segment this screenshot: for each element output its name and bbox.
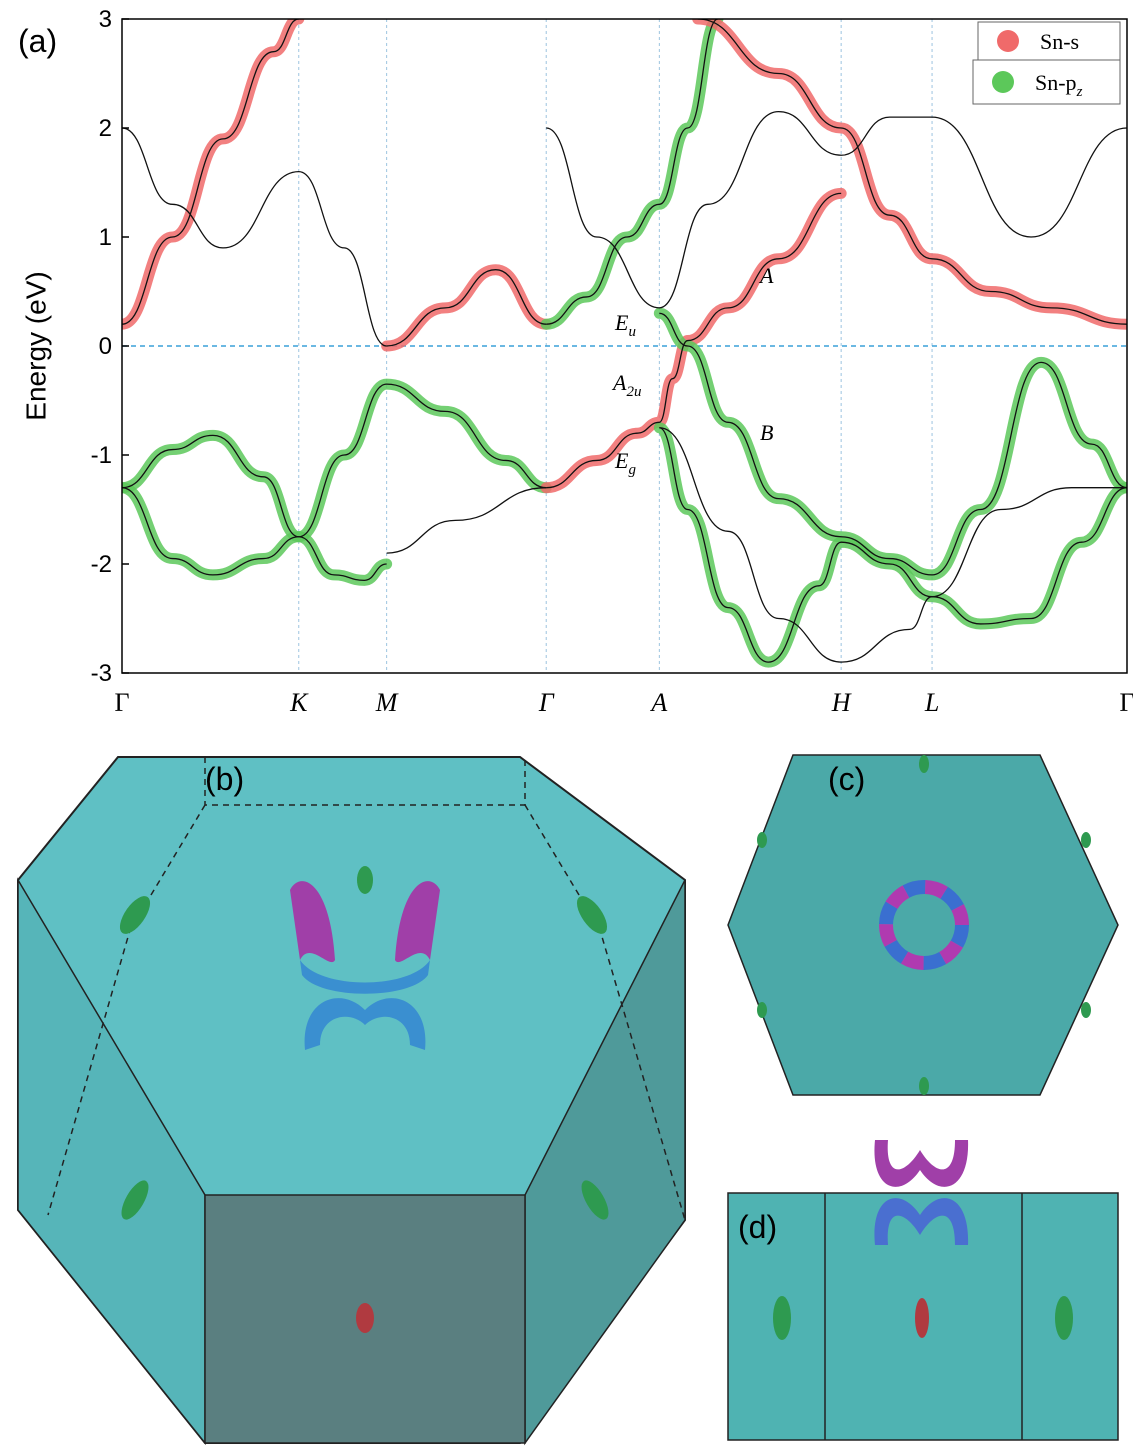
annotation-text: A bbox=[611, 370, 627, 395]
y-tick-label: 3 bbox=[99, 6, 112, 33]
band bbox=[122, 19, 299, 325]
annotation: A2u bbox=[611, 370, 641, 400]
legend-sub: z bbox=[1076, 84, 1083, 100]
fermi-pocket bbox=[119, 896, 151, 934]
fermi-pocket bbox=[357, 866, 373, 894]
annotation: A bbox=[758, 263, 774, 288]
band bbox=[546, 19, 719, 325]
brillouin-zone-side: (d) bbox=[727, 1140, 1119, 1441]
projected-band bbox=[653, 422, 1127, 668]
y-tick-label: 1 bbox=[99, 224, 112, 251]
annotation-text: A bbox=[758, 263, 774, 288]
x-tick-label: K bbox=[289, 688, 309, 717]
y-tick-label: 2 bbox=[99, 115, 112, 142]
projected-band bbox=[122, 378, 552, 581]
x-tick-label: H bbox=[831, 688, 852, 717]
band bbox=[697, 19, 1127, 325]
annotation-sub: u bbox=[628, 324, 636, 340]
fermi-pocket bbox=[121, 1180, 149, 1220]
fermi-pocket bbox=[874, 1140, 969, 1187]
panel-label: (b) bbox=[205, 761, 244, 797]
hexagon bbox=[727, 754, 1119, 1096]
fermi-pocket bbox=[919, 1077, 929, 1095]
fermi-pocket bbox=[290, 881, 335, 963]
y-tick-label: -3 bbox=[91, 660, 112, 687]
x-tick-label: Γ bbox=[538, 688, 555, 717]
fermi-pocket bbox=[304, 998, 426, 1050]
legend-label: Sn-s bbox=[1040, 29, 1079, 54]
panel-label: (d) bbox=[738, 1209, 777, 1245]
panel-label: (c) bbox=[828, 761, 865, 797]
x-tick-label: Γ bbox=[114, 688, 129, 717]
fermi-pocket bbox=[581, 1180, 609, 1220]
x-tick-label: L bbox=[924, 688, 939, 717]
fermi-pocket bbox=[1081, 832, 1091, 848]
band bbox=[659, 427, 1127, 663]
band bbox=[659, 312, 1127, 576]
annotation-text: E bbox=[614, 310, 629, 335]
fermi-pocket bbox=[757, 832, 767, 848]
projected-band bbox=[381, 264, 552, 352]
band bbox=[386, 487, 547, 554]
panel-label: (a) bbox=[18, 23, 57, 59]
plot-area bbox=[122, 19, 1127, 673]
fermi-pocket bbox=[757, 1002, 767, 1018]
band bbox=[122, 127, 387, 347]
band bbox=[122, 383, 547, 576]
projected-band bbox=[540, 187, 847, 494]
annotation: Eu bbox=[614, 310, 636, 340]
legend-text: Sn-s bbox=[1040, 29, 1079, 54]
y-axis-label: Energy (eV) bbox=[20, 271, 51, 420]
annotation-text: E bbox=[614, 448, 629, 473]
legend-text: Sn-p bbox=[1035, 70, 1077, 95]
band bbox=[659, 427, 1127, 663]
y-tick-label: -1 bbox=[91, 442, 112, 469]
projected-band bbox=[540, 19, 724, 330]
fermi-pocket bbox=[300, 960, 430, 994]
legend-marker bbox=[997, 30, 1019, 52]
fermi-pocket bbox=[919, 755, 929, 773]
band bbox=[546, 192, 842, 489]
legend-label: Sn-pz bbox=[1035, 70, 1083, 100]
fermi-pocket bbox=[915, 1298, 929, 1338]
brillouin-zone-top: (c) bbox=[727, 754, 1119, 1096]
hidden-edge bbox=[204, 757, 526, 806]
annotation-sub: g bbox=[628, 462, 636, 478]
fermi-pocket bbox=[1081, 1002, 1091, 1018]
brillouin-zone-3d: (b) bbox=[17, 756, 686, 1446]
annotation: Eg bbox=[614, 448, 636, 478]
x-tick-label: A bbox=[649, 688, 667, 717]
band bbox=[546, 110, 1127, 309]
x-tick-label: M bbox=[375, 688, 399, 717]
fermi-pocket bbox=[395, 881, 440, 963]
fermi-pocket bbox=[1055, 1296, 1073, 1340]
legend-marker bbox=[992, 71, 1014, 93]
y-tick-label: -2 bbox=[91, 551, 112, 578]
y-tick-label: 0 bbox=[99, 333, 112, 360]
annotation-sub: 2u bbox=[626, 384, 641, 400]
band bbox=[122, 434, 387, 582]
fermi-pocket bbox=[576, 896, 608, 934]
annotation: B bbox=[760, 420, 773, 445]
fermi-pocket bbox=[874, 1198, 969, 1245]
plot-frame bbox=[121, 18, 1128, 674]
fermi-ring bbox=[879, 880, 969, 970]
x-tick-label: Γ bbox=[1119, 688, 1133, 717]
band bbox=[386, 269, 547, 347]
fermi-pocket bbox=[773, 1296, 791, 1340]
annotation-text: B bbox=[760, 420, 773, 445]
projected-band bbox=[653, 307, 1127, 581]
fermi-pocket bbox=[356, 1303, 374, 1333]
